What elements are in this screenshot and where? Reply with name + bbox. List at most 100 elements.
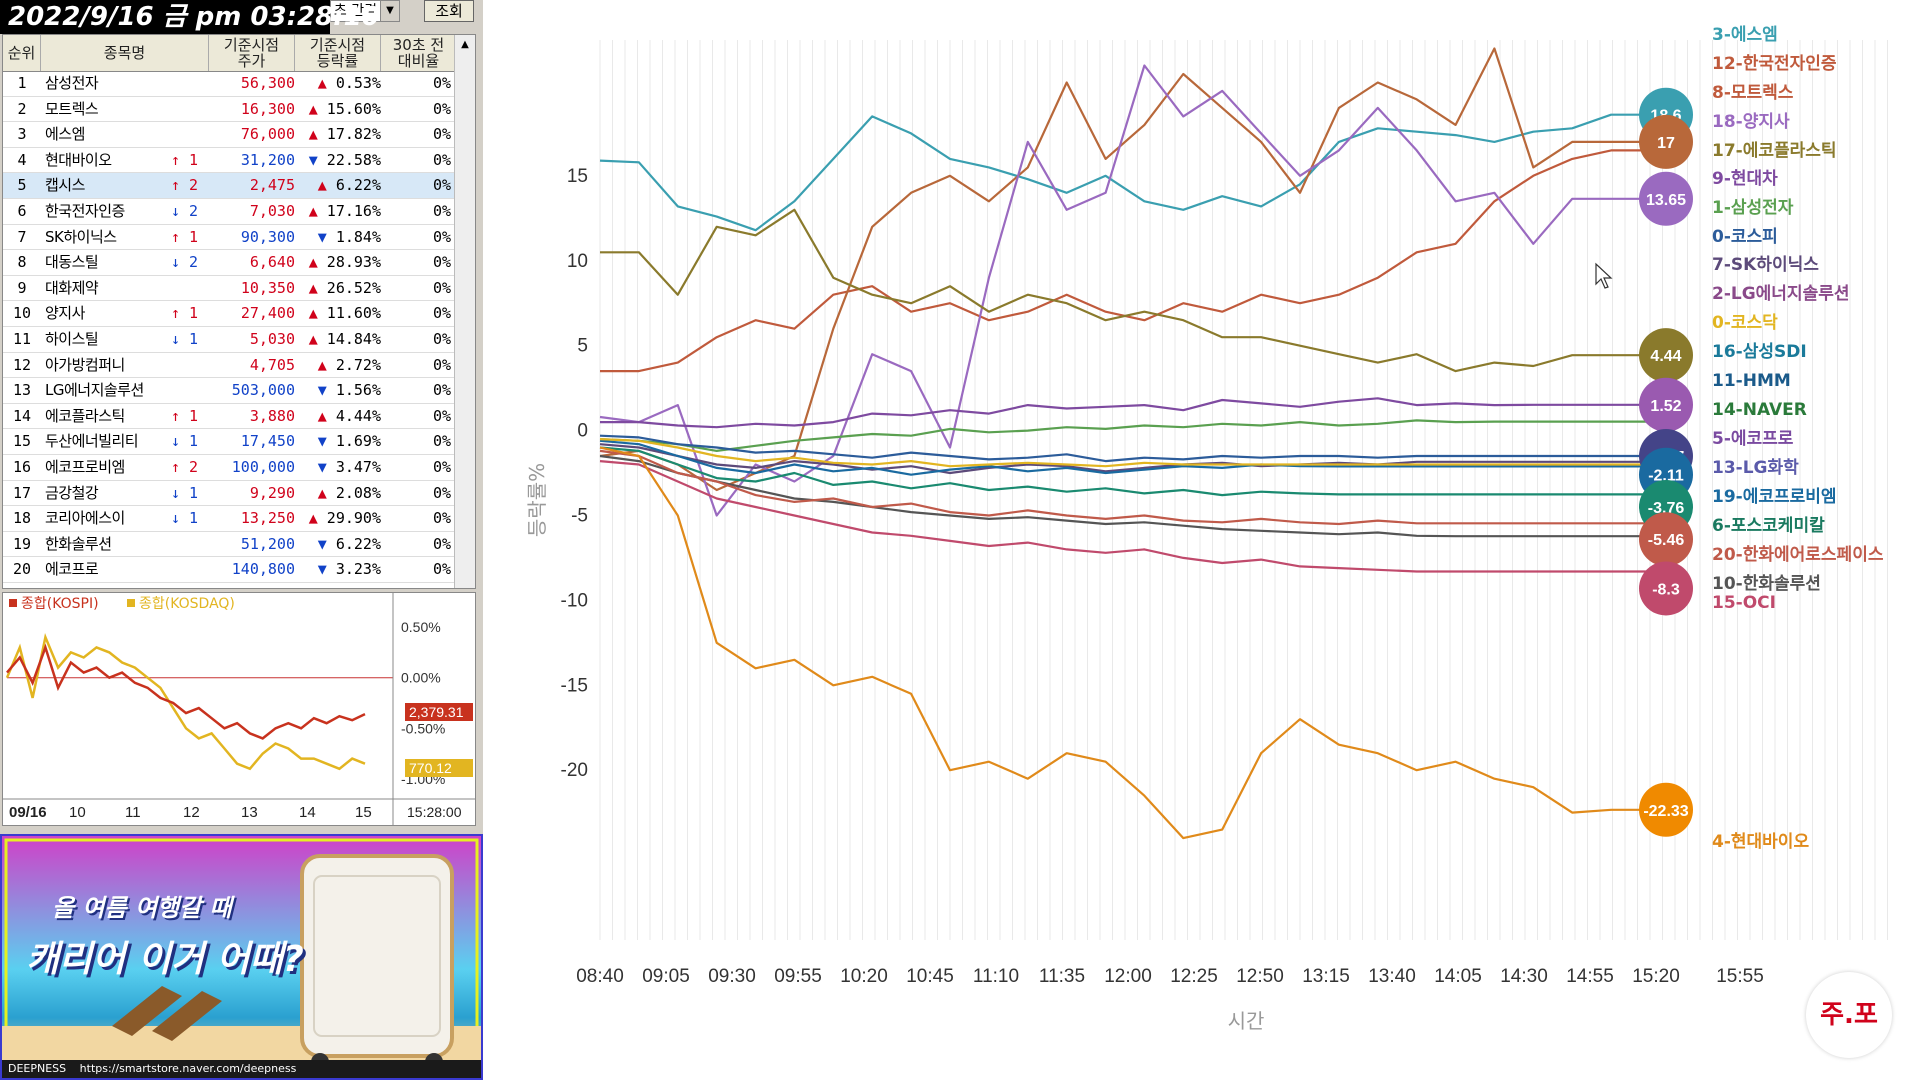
table-row[interactable]: 6 한국전자인증 ↓ 2 7,030 ▲ 17.16% 0%	[3, 199, 475, 225]
header-prev[interactable]: 30초 전 대비율	[381, 35, 457, 71]
prev-rate-cell: 0%	[432, 534, 451, 553]
header-name[interactable]: 종목명	[41, 35, 209, 71]
value-bubble	[1639, 328, 1693, 383]
table-row[interactable]: 1 삼성전자 56,300 ▲ 0.53% 0%	[3, 71, 475, 97]
value-bubble	[1639, 171, 1693, 226]
rate-value: 26.52%	[317, 278, 381, 297]
price-cell: 9,290	[249, 483, 295, 502]
table-row[interactable]: 16 에코프로비엠 ↑ 2 100,000 ▼ 3.47% 0%	[3, 455, 475, 481]
prev-rate-cell: 0%	[432, 330, 451, 348]
table-row[interactable]: 11 하이스틸 ↓ 1 5,030 ▲ 14.84% 0%	[3, 327, 475, 353]
header-rate[interactable]: 기준시점 등락률	[295, 35, 381, 71]
price-cell: 4,705	[249, 355, 295, 374]
name-cell: 두산에너빌리티	[45, 432, 139, 451]
value-bubble-label: 13.65	[1646, 192, 1686, 209]
price-cell: 140,800	[231, 560, 295, 579]
table-row[interactable]: 4 현대바이오 ↑ 1 31,200 ▼ 22.58% 0%	[3, 148, 475, 174]
rate-value: 28.93%	[317, 253, 381, 272]
rate-value: 14.84%	[317, 330, 381, 348]
y-tick-label: 10	[567, 251, 588, 272]
scroll-up-icon[interactable]: ▲	[461, 39, 469, 50]
legend-entry: 0-코스닥	[1712, 313, 1778, 333]
rank-change-cell: ↓ 1	[171, 330, 199, 348]
rate-value: 1.56%	[326, 381, 381, 400]
mini-x-tick: 13	[241, 804, 258, 821]
cursor-icon	[1595, 262, 1613, 289]
y-tick-label: -20	[561, 760, 588, 781]
table-row[interactable]: 18 코리아에스이 ↓ 1 13,250 ▲ 29.90% 0%	[3, 506, 475, 532]
header-rank[interactable]: 순위	[3, 35, 41, 71]
rank-cell: 19	[12, 534, 32, 553]
rank-change-cell	[169, 276, 211, 301]
chevron-down-icon[interactable]: ▼	[380, 1, 399, 21]
name-cell: 캡시스	[45, 176, 85, 195]
table-row[interactable]: 8 대동스틸 ↓ 2 6,640 ▲ 28.93% 0%	[3, 250, 475, 276]
query-button[interactable]: 조회	[424, 0, 474, 22]
rank-change-cell: ↓ 2	[171, 202, 199, 220]
price-cell: 90,300	[240, 227, 295, 246]
table-row[interactable]: 19 한화솔루션 51,200 ▼ 6.22% 0%	[3, 532, 475, 558]
table-row[interactable]: 13 LG에너지솔루션 503,000 ▼ 1.56% 0%	[3, 378, 475, 404]
index-mini-chart-svg: 0.50%0.00%-0.50%-1.00%09/16 10 11 12 13 14 15 1…	[3, 593, 475, 825]
rank-change-cell: ↑ 1	[171, 227, 199, 246]
table-row[interactable]: 7 SK하이닉스 ↑ 1 90,300 ▼ 1.84% 0%	[3, 225, 475, 251]
value-bubble	[1639, 114, 1693, 169]
rate-cell: ▼ 6.22%	[295, 532, 381, 557]
rank-cell: 10	[12, 304, 32, 323]
x-tick-label: 15:55	[1716, 966, 1764, 987]
x-tick-label: 14:30	[1500, 966, 1548, 987]
rank-cell: 6	[17, 202, 27, 220]
table-row[interactable]: 2 모트렉스 16,300 ▲ 15.60% 0%	[3, 97, 475, 123]
prev-rate-cell: 0%	[432, 406, 451, 425]
mini-y-tick: 0.50%	[401, 619, 441, 635]
table-row[interactable]: 3 에스엠 76,000 ▲ 17.82% 0%	[3, 122, 475, 148]
rank-change-cell: ↓ 1	[171, 509, 199, 528]
up-arrow-icon: ▲	[317, 483, 327, 502]
prev-rate-cell: 0%	[432, 227, 451, 246]
rate-value: 22.58%	[317, 150, 381, 169]
ad-url[interactable]: https://smartstore.naver.com/deepness	[79, 1062, 297, 1075]
value-bubble-label: -8.3	[1652, 581, 1680, 598]
rate-value: 1.84%	[326, 227, 381, 246]
table-row[interactable]: 14 에코플라스틱 ↑ 1 3,880 ▲ 4.44% 0%	[3, 404, 475, 430]
table-scrollbar[interactable]: ▲	[454, 35, 475, 588]
ad-banner[interactable]: 올 여름 여행갈 때 캐리어 이거 어때? DEEPNESS https://s…	[0, 834, 483, 1080]
y-tick-label: -15	[561, 675, 588, 696]
up-arrow-icon: ▲	[308, 99, 318, 118]
logo: 주.포	[1806, 972, 1892, 1058]
legend-kosdaq: 종합(KOSDAQ)	[139, 596, 235, 612]
x-tick-label: 13:15	[1302, 966, 1350, 987]
y-axis-title: 등락률%	[525, 463, 549, 537]
name-cell: 현대바이오	[45, 150, 112, 169]
kospi-line	[6, 643, 366, 740]
table-row[interactable]: 12 아가방컴퍼니 4,705 ▲ 2.72% 0%	[3, 353, 475, 379]
clock-display: 2022/9/16 금 pm 03:28:10	[0, 0, 380, 34]
legend-entry: 0-코스피	[1712, 227, 1778, 247]
name-cell: LG에너지솔루션	[45, 381, 144, 400]
rank-cell: 8	[17, 253, 27, 272]
table-row[interactable]: 15 두산에너빌리티 ↓ 1 17,450 ▼ 1.69% 0%	[3, 429, 475, 455]
prev-rate-cell: 0%	[432, 176, 451, 195]
header-price[interactable]: 기준시점 주가	[209, 35, 295, 71]
rate-value: 4.44%	[326, 406, 381, 425]
table-row[interactable]: 5 캡시스 ↑ 2 2,475 ▲ 6.22% 0%	[3, 173, 475, 199]
name-cell: 코리아에스이	[45, 509, 125, 528]
table-row[interactable]: 9 대화제약 10,350 ▲ 26.52% 0%	[3, 276, 475, 302]
table-row[interactable]: 20 에코프로 140,800 ▼ 3.23% 0%	[3, 557, 475, 583]
interval-select[interactable]: 초 간격 ▼	[330, 0, 400, 22]
series-line	[599, 460, 1666, 573]
name-cell: 대동스틸	[45, 253, 99, 272]
prev-rate-cell: 0%	[432, 509, 451, 528]
interval-label: 초 간격	[333, 3, 377, 19]
table-row[interactable]: 10 양지사 ↑ 1 27,400 ▲ 11.60% 0%	[3, 301, 475, 327]
rank-change-cell: ↑ 1	[171, 406, 199, 425]
rate-value: 11.60%	[317, 304, 381, 323]
table-row[interactable]: 17 금강철강 ↓ 1 9,290 ▲ 2.08% 0%	[3, 481, 475, 507]
down-arrow-icon: ▼	[317, 534, 327, 553]
legend-entry: 19-에코프로비엠	[1712, 487, 1837, 507]
ranking-panel: 2022/9/16 금 pm 03:28:10 초 간격 ▼ 조회 순위 종목명…	[0, 0, 483, 1080]
x-tick-label: 08:40	[576, 966, 624, 987]
up-arrow-icon: ▲	[308, 330, 318, 348]
mini-x-tick: 12	[183, 804, 200, 821]
value-bubble-label: -22.33	[1643, 803, 1688, 820]
